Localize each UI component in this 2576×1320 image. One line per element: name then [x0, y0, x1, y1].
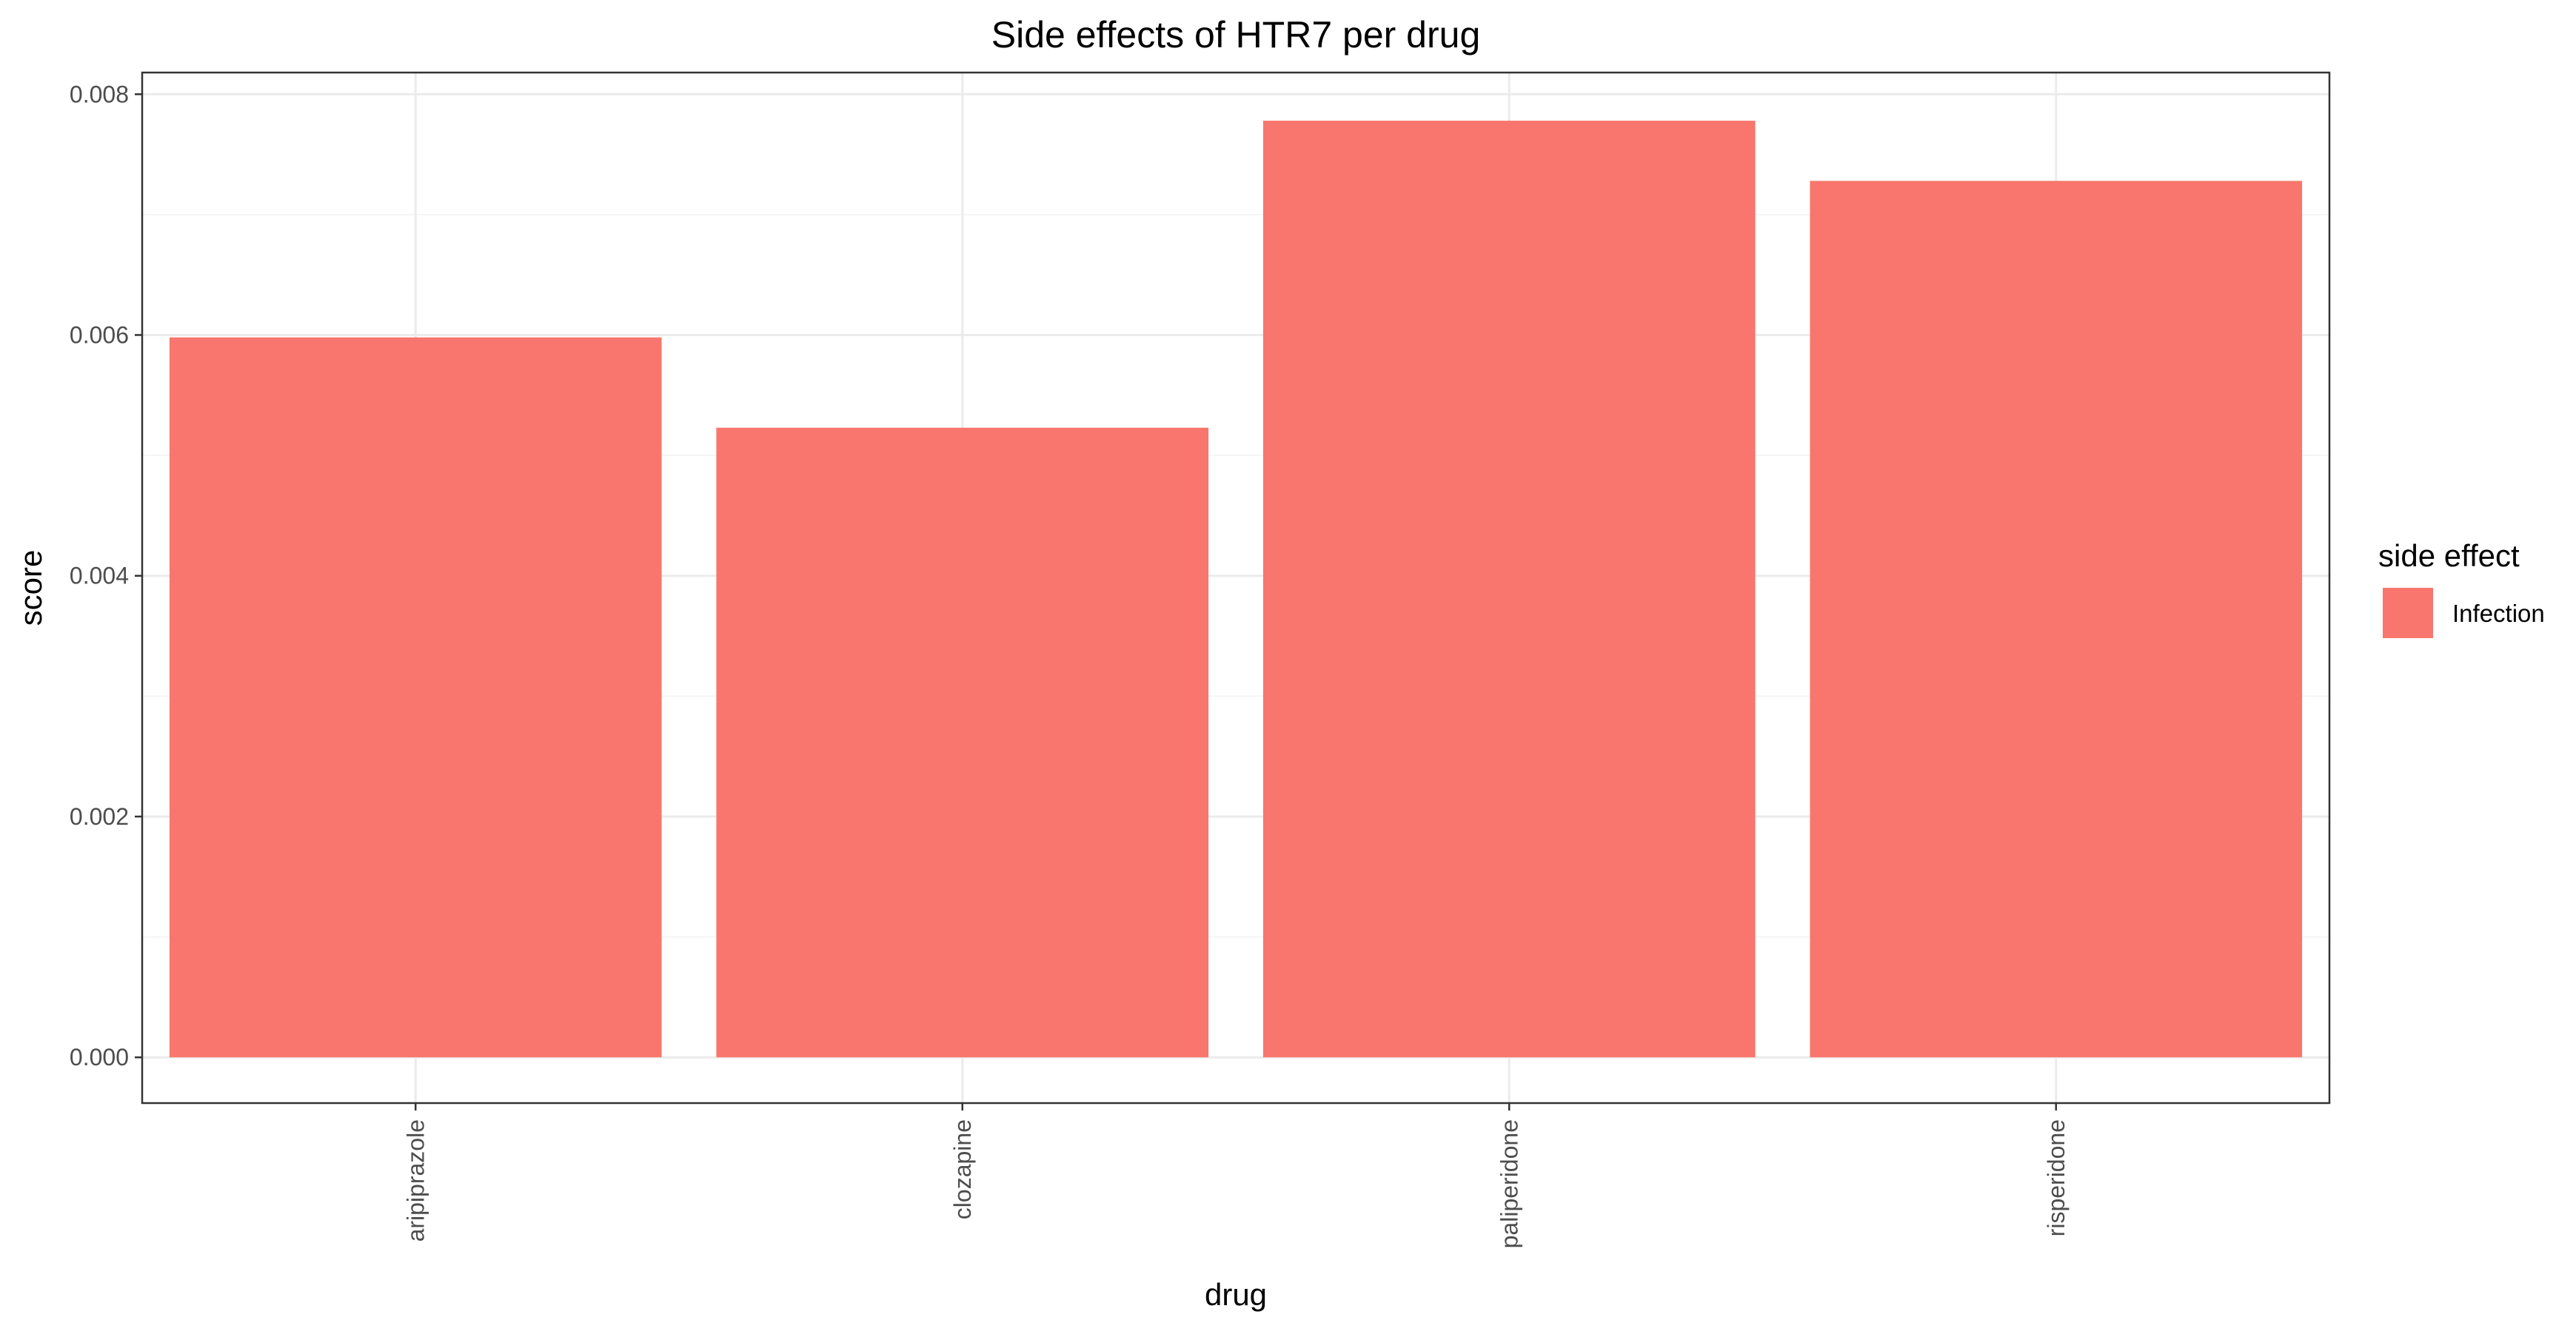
bar-risperidone: [1810, 181, 2303, 1058]
legend-key-infection: [2383, 588, 2433, 638]
y-tick-label: 0.000: [70, 1044, 129, 1071]
y-axis-title: score: [13, 550, 48, 626]
y-axis: 0.000 0.002 0.004 0.006 0.008: [70, 81, 142, 1071]
bar-paliperidone: [1262, 121, 1756, 1058]
bar-clozapine: [716, 427, 1209, 1058]
legend-label-infection: Infection: [2452, 600, 2545, 627]
y-tick-label: 0.004: [70, 563, 129, 589]
x-tick-label: paliperidone: [1496, 1119, 1522, 1248]
legend: side effect Infection: [2378, 538, 2545, 638]
x-axis: aripiprazole clozapine paliperidone risperi…: [402, 1103, 2070, 1248]
bars: [169, 121, 2303, 1058]
y-tick-label: 0.006: [70, 322, 129, 349]
chart-title: Side effects of HTR7 per drug: [991, 14, 1481, 56]
panel-border: [141, 71, 2331, 1105]
legend-title: side effect: [2378, 538, 2520, 573]
y-tick-label: 0.008: [70, 81, 129, 107]
y-tick-label: 0.002: [70, 803, 129, 830]
x-axis-title: drug: [1205, 1277, 1267, 1312]
x-tick-label: aripiprazole: [402, 1119, 429, 1242]
x-tick-label: risperidone: [2043, 1119, 2070, 1236]
x-tick-label: clozapine: [949, 1119, 976, 1219]
bar-aripiprazole: [169, 337, 662, 1058]
